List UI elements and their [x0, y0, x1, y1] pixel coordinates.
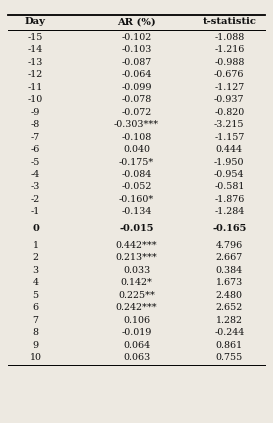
Text: -0.099: -0.099 [121, 82, 152, 92]
Text: -1.950: -1.950 [214, 157, 245, 167]
Text: -12: -12 [28, 70, 43, 79]
Text: -0.084: -0.084 [121, 170, 152, 179]
Text: -1.127: -1.127 [214, 82, 244, 92]
Text: 0.442***: 0.442*** [116, 241, 157, 250]
Text: -0.937: -0.937 [214, 95, 245, 104]
Text: -0.072: -0.072 [121, 107, 152, 117]
Text: -9: -9 [31, 107, 40, 117]
Text: AR (%): AR (%) [117, 17, 156, 27]
Text: -0.820: -0.820 [214, 107, 244, 117]
Text: 2.652: 2.652 [216, 303, 243, 312]
Text: 0.384: 0.384 [216, 266, 243, 275]
Text: 10: 10 [29, 353, 41, 362]
Text: -1.088: -1.088 [214, 33, 244, 42]
Text: 0: 0 [32, 224, 39, 233]
Text: -1.216: -1.216 [214, 45, 245, 54]
Text: 1.673: 1.673 [216, 278, 243, 287]
Text: -3: -3 [31, 182, 40, 192]
Text: 0.861: 0.861 [216, 341, 243, 350]
Text: -4: -4 [31, 170, 40, 179]
Text: 0.213***: 0.213*** [116, 253, 157, 262]
Text: -0.019: -0.019 [121, 328, 152, 337]
Text: -7: -7 [31, 132, 40, 142]
Text: 5: 5 [32, 291, 38, 300]
Text: -13: -13 [28, 58, 43, 67]
Text: 0.033: 0.033 [123, 266, 150, 275]
Text: Day: Day [25, 17, 46, 27]
Text: 0.755: 0.755 [216, 353, 243, 362]
Text: 0.142*: 0.142* [121, 278, 152, 287]
Text: 2.480: 2.480 [216, 291, 243, 300]
Text: 9: 9 [32, 341, 38, 350]
Text: 1.282: 1.282 [216, 316, 243, 325]
Text: -3.215: -3.215 [214, 120, 245, 129]
Text: 1: 1 [32, 241, 38, 250]
Text: 0.444: 0.444 [216, 145, 243, 154]
Text: -0.175*: -0.175* [119, 157, 154, 167]
Text: -0.244: -0.244 [214, 328, 244, 337]
Text: -2: -2 [31, 195, 40, 204]
Text: 2: 2 [32, 253, 38, 262]
Text: -1.284: -1.284 [214, 207, 244, 217]
Text: -0.676: -0.676 [214, 70, 245, 79]
Text: -0.078: -0.078 [121, 95, 152, 104]
Text: 2.667: 2.667 [216, 253, 243, 262]
Text: 7: 7 [32, 316, 38, 325]
Text: -1.157: -1.157 [214, 132, 245, 142]
Text: -10: -10 [28, 95, 43, 104]
Text: -0.108: -0.108 [121, 132, 152, 142]
Text: -0.988: -0.988 [214, 58, 245, 67]
Text: -0.165: -0.165 [212, 224, 247, 233]
Text: -0.087: -0.087 [121, 58, 152, 67]
Text: -0.581: -0.581 [214, 182, 245, 192]
Text: 0.106: 0.106 [123, 316, 150, 325]
Text: 3: 3 [32, 266, 38, 275]
Text: -0.015: -0.015 [119, 224, 154, 233]
Text: -11: -11 [28, 82, 43, 92]
Text: -15: -15 [28, 33, 43, 42]
Text: 8: 8 [32, 328, 38, 337]
Text: -1.876: -1.876 [214, 195, 245, 204]
Text: 4.796: 4.796 [216, 241, 243, 250]
Text: 4: 4 [32, 278, 38, 287]
Text: 0.040: 0.040 [123, 145, 150, 154]
Text: -5: -5 [31, 157, 40, 167]
Text: -0.303***: -0.303*** [114, 120, 159, 129]
Text: -0.064: -0.064 [121, 70, 152, 79]
Text: -8: -8 [31, 120, 40, 129]
Text: 0.225**: 0.225** [118, 291, 155, 300]
Text: -0.160*: -0.160* [119, 195, 154, 204]
Text: -0.103: -0.103 [121, 45, 152, 54]
Text: -0.134: -0.134 [121, 207, 152, 217]
Text: -14: -14 [28, 45, 43, 54]
Text: t-statistic: t-statistic [202, 17, 256, 27]
Text: -6: -6 [31, 145, 40, 154]
Text: 6: 6 [32, 303, 38, 312]
Text: 0.064: 0.064 [123, 341, 150, 350]
Text: 0.063: 0.063 [123, 353, 150, 362]
Text: -1: -1 [31, 207, 40, 217]
Text: -0.102: -0.102 [121, 33, 152, 42]
Text: 0.242***: 0.242*** [116, 303, 157, 312]
Text: -0.954: -0.954 [214, 170, 245, 179]
Text: -0.052: -0.052 [121, 182, 152, 192]
